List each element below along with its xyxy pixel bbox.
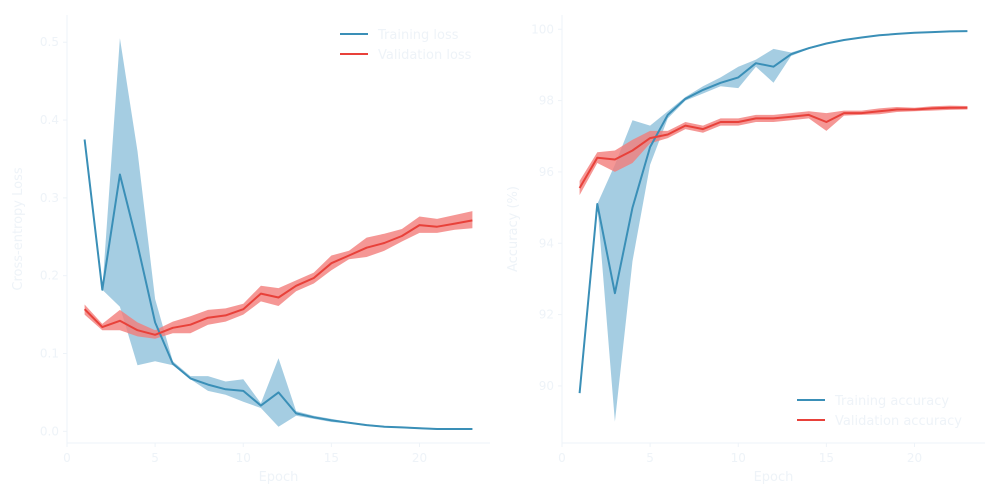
- panel2-series-1-line: [578, 30, 968, 394]
- panel2-y-tick-label-1: 92: [539, 308, 554, 322]
- panel1-series-2-band: [84, 211, 473, 339]
- panel2-series-1-band: [579, 30, 968, 422]
- panel2-y-tick-label-0: 90: [539, 379, 554, 393]
- panel1-series-1-line: [83, 139, 473, 430]
- panel2-x-tick-label-0: 0: [558, 451, 566, 465]
- panel1-x-tick-label-2: 10: [236, 451, 251, 465]
- panel1-x-tick-label-4: 20: [412, 451, 427, 465]
- panel1-y-tick-label-4: 0.4: [40, 113, 59, 127]
- panel1-y-tick-label-5: 0.5: [40, 35, 59, 49]
- panel1-legend-label-2: Validation loss: [378, 48, 472, 63]
- panel2-legend-label-2: Validation accuracy: [835, 414, 962, 429]
- panel2-series-2-band: [579, 105, 968, 196]
- panel2-legend-label-1: Training accuracy: [834, 394, 949, 409]
- panel1-x-axis-label: Epoch: [259, 470, 299, 485]
- panel1-y-tick-label-0: 0.0: [40, 424, 59, 438]
- panel1-y-tick-label-3: 0.3: [40, 191, 59, 205]
- panel1-legend-label-1: Training loss: [377, 28, 459, 43]
- panel2-y-tick-label-3: 96: [539, 165, 554, 179]
- panel2-series-2-line: [578, 106, 968, 189]
- panel1-y-axis-label: Cross-entropy Loss: [11, 167, 26, 290]
- panel1-x-tick-label-1: 5: [151, 451, 159, 465]
- panel2-y-tick-label-2: 94: [539, 236, 554, 250]
- panel2-y-tick-label-5: 100: [531, 22, 554, 36]
- panel1-x-tick-label-0: 0: [63, 451, 71, 465]
- panel1-series-2-line: [83, 219, 473, 336]
- panel2-y-tick-label-4: 98: [539, 94, 554, 108]
- panel2-x-tick-label-1: 5: [646, 451, 654, 465]
- panel1-y-tick-label-2: 0.2: [40, 269, 59, 283]
- panel1-x-tick-label-3: 15: [324, 451, 339, 465]
- panel2-x-tick-label-2: 10: [731, 451, 746, 465]
- panel1-series-1-band: [84, 38, 473, 430]
- panel2-x-tick-label-4: 20: [907, 451, 922, 465]
- panel2-x-tick-label-3: 15: [819, 451, 834, 465]
- panel2-y-axis-label: Accuracy (%): [506, 186, 521, 272]
- panel1-y-tick-label-1: 0.1: [40, 347, 59, 361]
- panel2-x-axis-label: Epoch: [754, 470, 794, 485]
